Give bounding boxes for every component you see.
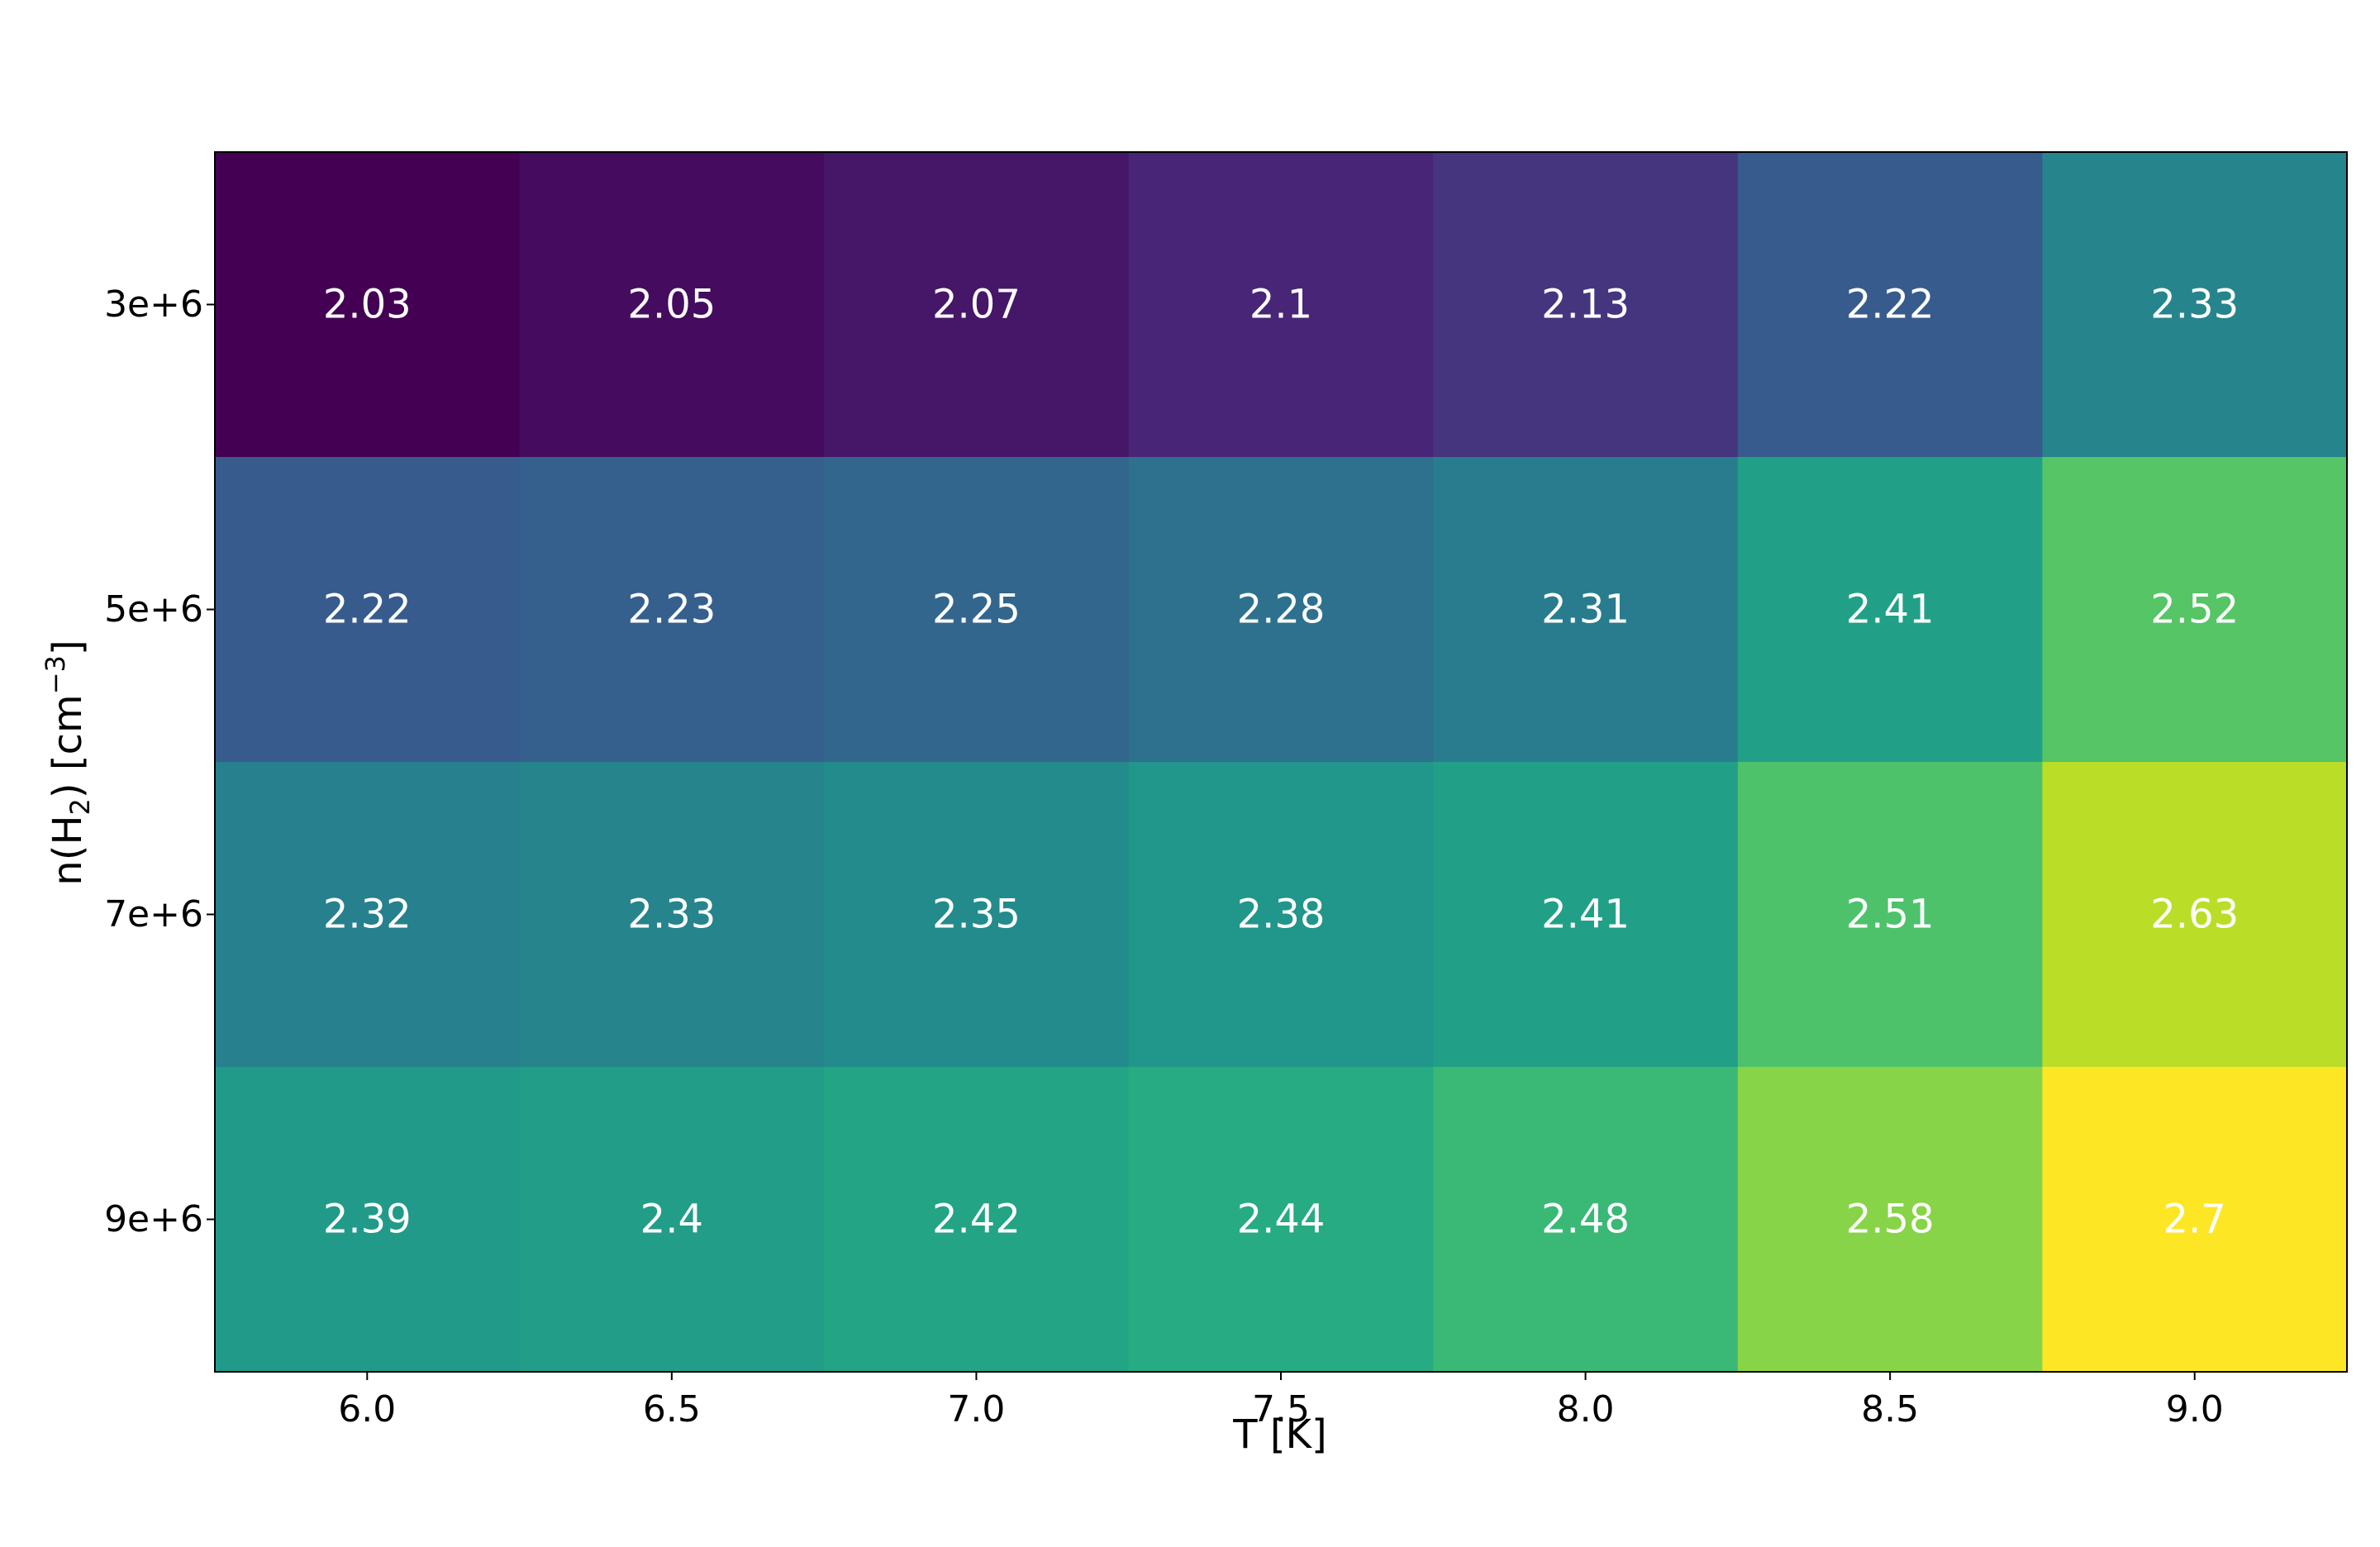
heatmap-cell	[2042, 152, 2348, 458]
heatmap-cell	[519, 457, 825, 763]
heatmap-cell-label: 2.28	[1237, 587, 1326, 633]
heatmap-cell	[215, 1067, 521, 1373]
heatmap-cell-label: 2.22	[1846, 282, 1935, 328]
heatmap-cell	[824, 1067, 1130, 1373]
heatmap-cell-label: 2.41	[1846, 587, 1935, 633]
heatmap-cell-label: 2.38	[1237, 892, 1326, 938]
heatmap-cell	[519, 762, 825, 1068]
heatmap-cell-label: 2.05	[627, 282, 716, 328]
heatmap-cell	[1433, 1067, 1739, 1373]
heatmap-cell	[1128, 762, 1434, 1068]
heatmap-cell-label: 2.33	[2150, 282, 2239, 328]
y-axis-label-mid: ) [cm	[45, 694, 91, 798]
heatmap-cell	[1128, 457, 1434, 763]
heatmap-cell	[2042, 457, 2348, 763]
y-tick-label: 3e+6	[104, 283, 203, 326]
heatmap-cell-label: 2.52	[2150, 587, 2239, 633]
heatmap-cell	[1737, 762, 2043, 1068]
heatmap-cell-label: 2.1	[1250, 282, 1312, 328]
y-tick-label: 7e+6	[104, 893, 203, 935]
heatmap-cell	[215, 762, 521, 1068]
heatmap-cell-label: 2.42	[932, 1197, 1021, 1243]
heatmap-cell	[1433, 152, 1739, 458]
heatmap-cell-label: 2.25	[932, 587, 1021, 633]
y-axis-label-superscript: −3	[40, 655, 71, 694]
heatmap-cell	[824, 152, 1130, 458]
y-axis-label: n(H2) [cm−3]	[40, 640, 96, 885]
heatmap-cell	[215, 152, 521, 458]
heatmap-cell	[2042, 1067, 2348, 1373]
heatmap-cell-label: 2.58	[1846, 1197, 1935, 1243]
heatmap-cell-label: 2.23	[627, 587, 716, 633]
heatmap-cell-label: 2.48	[1541, 1197, 1630, 1243]
y-axis-label-prefix: n(H	[45, 815, 91, 885]
heatmap-cell-label: 2.13	[1541, 282, 1630, 328]
heatmap-cell	[1737, 152, 2043, 458]
y-axis-ticks: 3e+6 5e+6 7e+6 9e+6	[104, 283, 215, 1240]
heatmap-cell	[1737, 457, 2043, 763]
heatmap-cell	[519, 1067, 825, 1373]
heatmap-cell-label: 2.22	[323, 587, 412, 633]
heatmap-cell	[519, 152, 825, 458]
x-tick-label: 8.5	[1861, 1388, 1919, 1430]
heatmap-cell	[1433, 457, 1739, 763]
heatmap-cell-label: 2.41	[1541, 892, 1630, 938]
heatmap-cell-label: 2.33	[627, 892, 716, 938]
heatmap-cell-label: 2.32	[323, 892, 412, 938]
x-tick-label: 9.0	[2166, 1388, 2224, 1430]
x-tick-label: 6.0	[338, 1388, 396, 1430]
heatmap-cell	[2042, 762, 2348, 1068]
heatmap-cell	[215, 457, 521, 763]
heatmap-cell	[824, 762, 1130, 1068]
x-tick-label: 8.0	[1557, 1388, 1615, 1430]
y-axis-label-subscript: 2	[64, 798, 96, 815]
x-axis-ticks: 6.0 6.5 7.0 7.5 8.0 8.5 9.0	[338, 1372, 2224, 1430]
heatmap-cell-label: 2.07	[932, 282, 1021, 328]
heatmap-cell	[1128, 1067, 1434, 1373]
x-axis-label: T [K]	[1232, 1411, 1327, 1458]
y-tick-label: 9e+6	[104, 1198, 203, 1240]
y-axis-label-suffix: ]	[45, 640, 91, 655]
heatmap-cells	[215, 152, 2348, 1373]
heatmap-cell-label: 2.4	[640, 1197, 703, 1243]
heatmap-cell-label: 2.51	[1846, 892, 1935, 938]
heatmap-cell-label: 2.63	[2150, 892, 2239, 938]
heatmap-cell	[824, 457, 1130, 763]
x-tick-label: 6.5	[643, 1388, 701, 1430]
heatmap-cell-label: 2.03	[323, 282, 412, 328]
heatmap-cell-label: 2.39	[323, 1197, 412, 1243]
heatmap-cell-label: 2.31	[1541, 587, 1630, 633]
heatmap-cell	[1128, 152, 1434, 458]
x-tick-label: 7.0	[947, 1388, 1005, 1430]
heatmap-cell-label: 2.7	[2163, 1197, 2226, 1243]
heatmap-cell-label: 2.44	[1237, 1197, 1326, 1243]
heatmap-cell	[1737, 1067, 2043, 1373]
heatmap-cell-labels: 2.03 2.05 2.07 2.1 2.13 2.22 2.33 2.22 2.23 2.25 2…	[323, 282, 2239, 1243]
heatmap-cell-label: 2.35	[932, 892, 1021, 938]
x-tick-label: 7.5	[1252, 1388, 1310, 1430]
y-tick-label: 5e+6	[104, 588, 203, 631]
heatmap-cell	[1433, 762, 1739, 1068]
